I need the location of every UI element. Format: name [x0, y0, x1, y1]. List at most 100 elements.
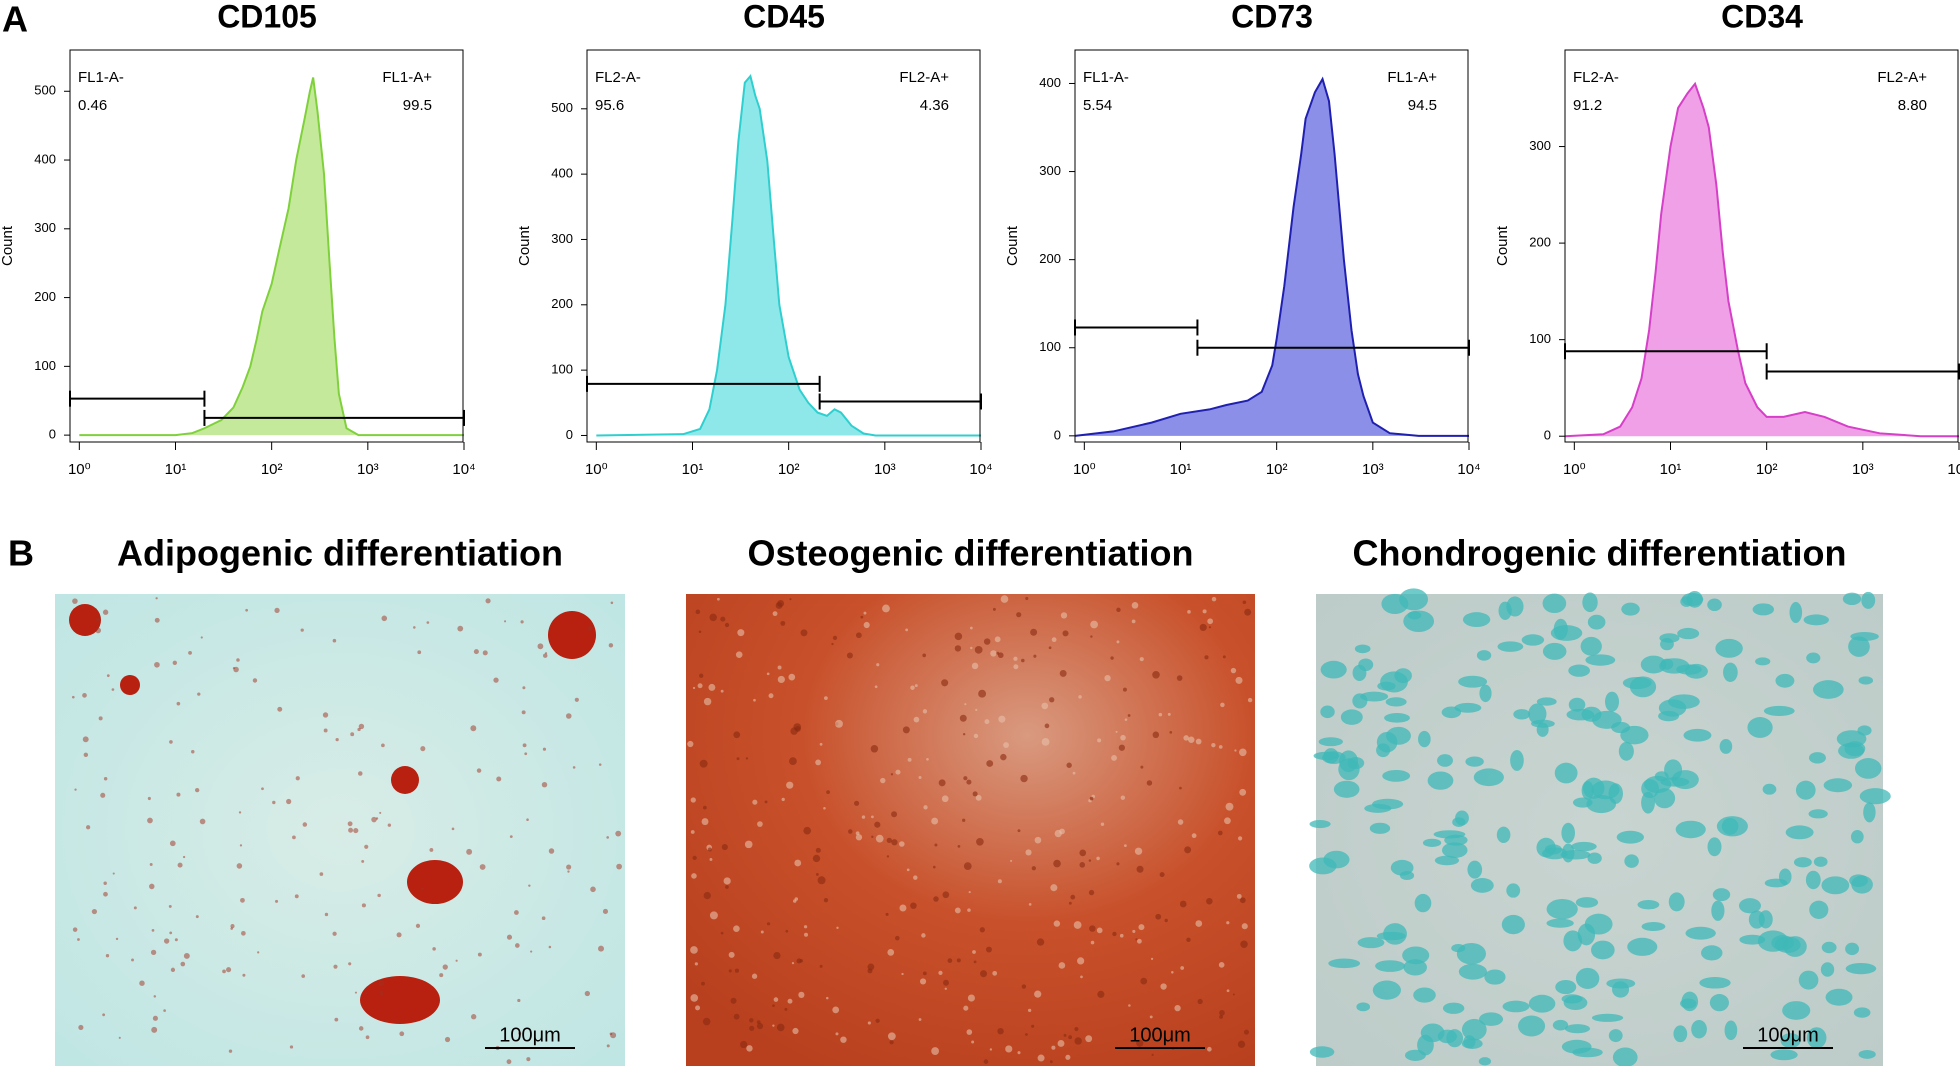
stain-spot: [147, 817, 153, 824]
cell: [1863, 802, 1876, 823]
stain-spot: [358, 771, 363, 776]
stain-spot: [871, 835, 874, 839]
stain-spot: [1211, 742, 1216, 748]
stain-spot: [506, 1059, 512, 1065]
cell: [1356, 1002, 1371, 1012]
stain-spot: [855, 834, 863, 841]
stain-spot: [976, 837, 984, 846]
stain-spot: [825, 996, 829, 1000]
stain-spot: [720, 616, 726, 622]
stain-spot: [1164, 918, 1168, 923]
stain-spot: [103, 891, 108, 897]
stain-spot: [749, 1018, 754, 1023]
stain-spot: [616, 863, 622, 870]
stain-spot: [82, 736, 89, 743]
stain-spot: [938, 970, 943, 976]
cell: [1653, 788, 1676, 809]
stain-spot: [147, 796, 151, 801]
cell: [1716, 816, 1748, 837]
stain-spot: [898, 841, 905, 847]
stain-spot: [994, 636, 1001, 643]
cell: [1427, 771, 1454, 790]
stain-spot: [1177, 819, 1184, 825]
cell: [1528, 994, 1556, 1013]
stain-spot: [1000, 595, 1009, 603]
stain-spot: [943, 979, 949, 986]
cell: [1462, 612, 1491, 628]
cell: [1518, 1015, 1546, 1037]
stain-spot: [361, 859, 365, 863]
y-tick-label: 200: [1529, 235, 1551, 250]
cell: [1530, 719, 1555, 728]
stain-spot: [1020, 774, 1028, 783]
stain-spot: [514, 943, 520, 948]
cell: [1553, 618, 1568, 640]
chart-title: CD105: [217, 0, 317, 34]
stain-spot: [1242, 600, 1247, 605]
cell: [1681, 592, 1704, 606]
stain-spot: [274, 607, 280, 613]
stain-spot: [292, 835, 296, 840]
stain-spot: [724, 622, 730, 628]
cell: [1699, 977, 1731, 989]
cell: [1479, 1012, 1504, 1026]
cell: [1660, 777, 1690, 787]
gate-percent: 8.80: [1898, 97, 1927, 114]
stain-spot: [610, 601, 614, 605]
stain-spot: [819, 742, 823, 746]
stain-spot: [1204, 655, 1209, 660]
cell: [1675, 820, 1706, 839]
stain-spot: [176, 701, 181, 706]
stain-spot: [986, 760, 994, 767]
cell: [1780, 1033, 1801, 1049]
cell: [1825, 988, 1853, 1006]
stain-spot: [840, 1036, 847, 1043]
stain-spot: [163, 938, 170, 944]
cell: [1640, 655, 1667, 674]
stain-spot: [695, 1005, 701, 1011]
stain-spot: [886, 855, 890, 858]
gate-name: FL1-A-: [78, 69, 124, 86]
cell: [1420, 1023, 1445, 1043]
cell: [1719, 738, 1733, 754]
x-tick-label: 10⁴: [452, 461, 475, 478]
stain-spot: [737, 629, 745, 637]
stain-spot: [379, 811, 382, 814]
histogram-line: [1564, 81, 1959, 438]
x-tick-label: 10⁰: [1563, 461, 1586, 478]
stain-spot: [1112, 931, 1117, 937]
stain-spot: [1074, 1026, 1079, 1032]
stain-spot: [973, 960, 977, 964]
stain-spot: [155, 597, 158, 600]
y-tick-label: 500: [551, 100, 573, 115]
stain-spot: [1187, 610, 1191, 614]
stain-spot: [334, 1017, 339, 1022]
stain-spot: [832, 635, 838, 641]
cell: [1809, 900, 1829, 919]
stain-spot: [891, 811, 898, 818]
cell: [1434, 855, 1460, 866]
stain-spot: [1089, 796, 1094, 801]
stain-spot: [333, 964, 338, 969]
stain-spot: [1097, 990, 1105, 998]
cell: [1473, 768, 1504, 787]
stain-spot: [1116, 640, 1120, 644]
y-axis-label: Count: [1004, 225, 1021, 266]
stain-spot: [584, 990, 591, 997]
stain-spot: [230, 927, 233, 930]
cell: [1402, 946, 1430, 965]
stain-spot: [1041, 702, 1049, 710]
stain-spot: [1030, 628, 1038, 636]
stain-spot: [701, 981, 705, 986]
cell: [1629, 676, 1657, 698]
stain-spot: [381, 743, 385, 748]
stain-spot: [1066, 762, 1072, 768]
stain-spot: [1217, 830, 1223, 836]
stain-spot: [537, 643, 544, 650]
stain-spot: [1140, 977, 1148, 985]
stain-spot: [230, 924, 235, 929]
stain-spot: [760, 930, 764, 934]
stain-spot: [1131, 602, 1139, 609]
histogram-line: [1074, 76, 1469, 437]
cell: [1418, 730, 1431, 748]
